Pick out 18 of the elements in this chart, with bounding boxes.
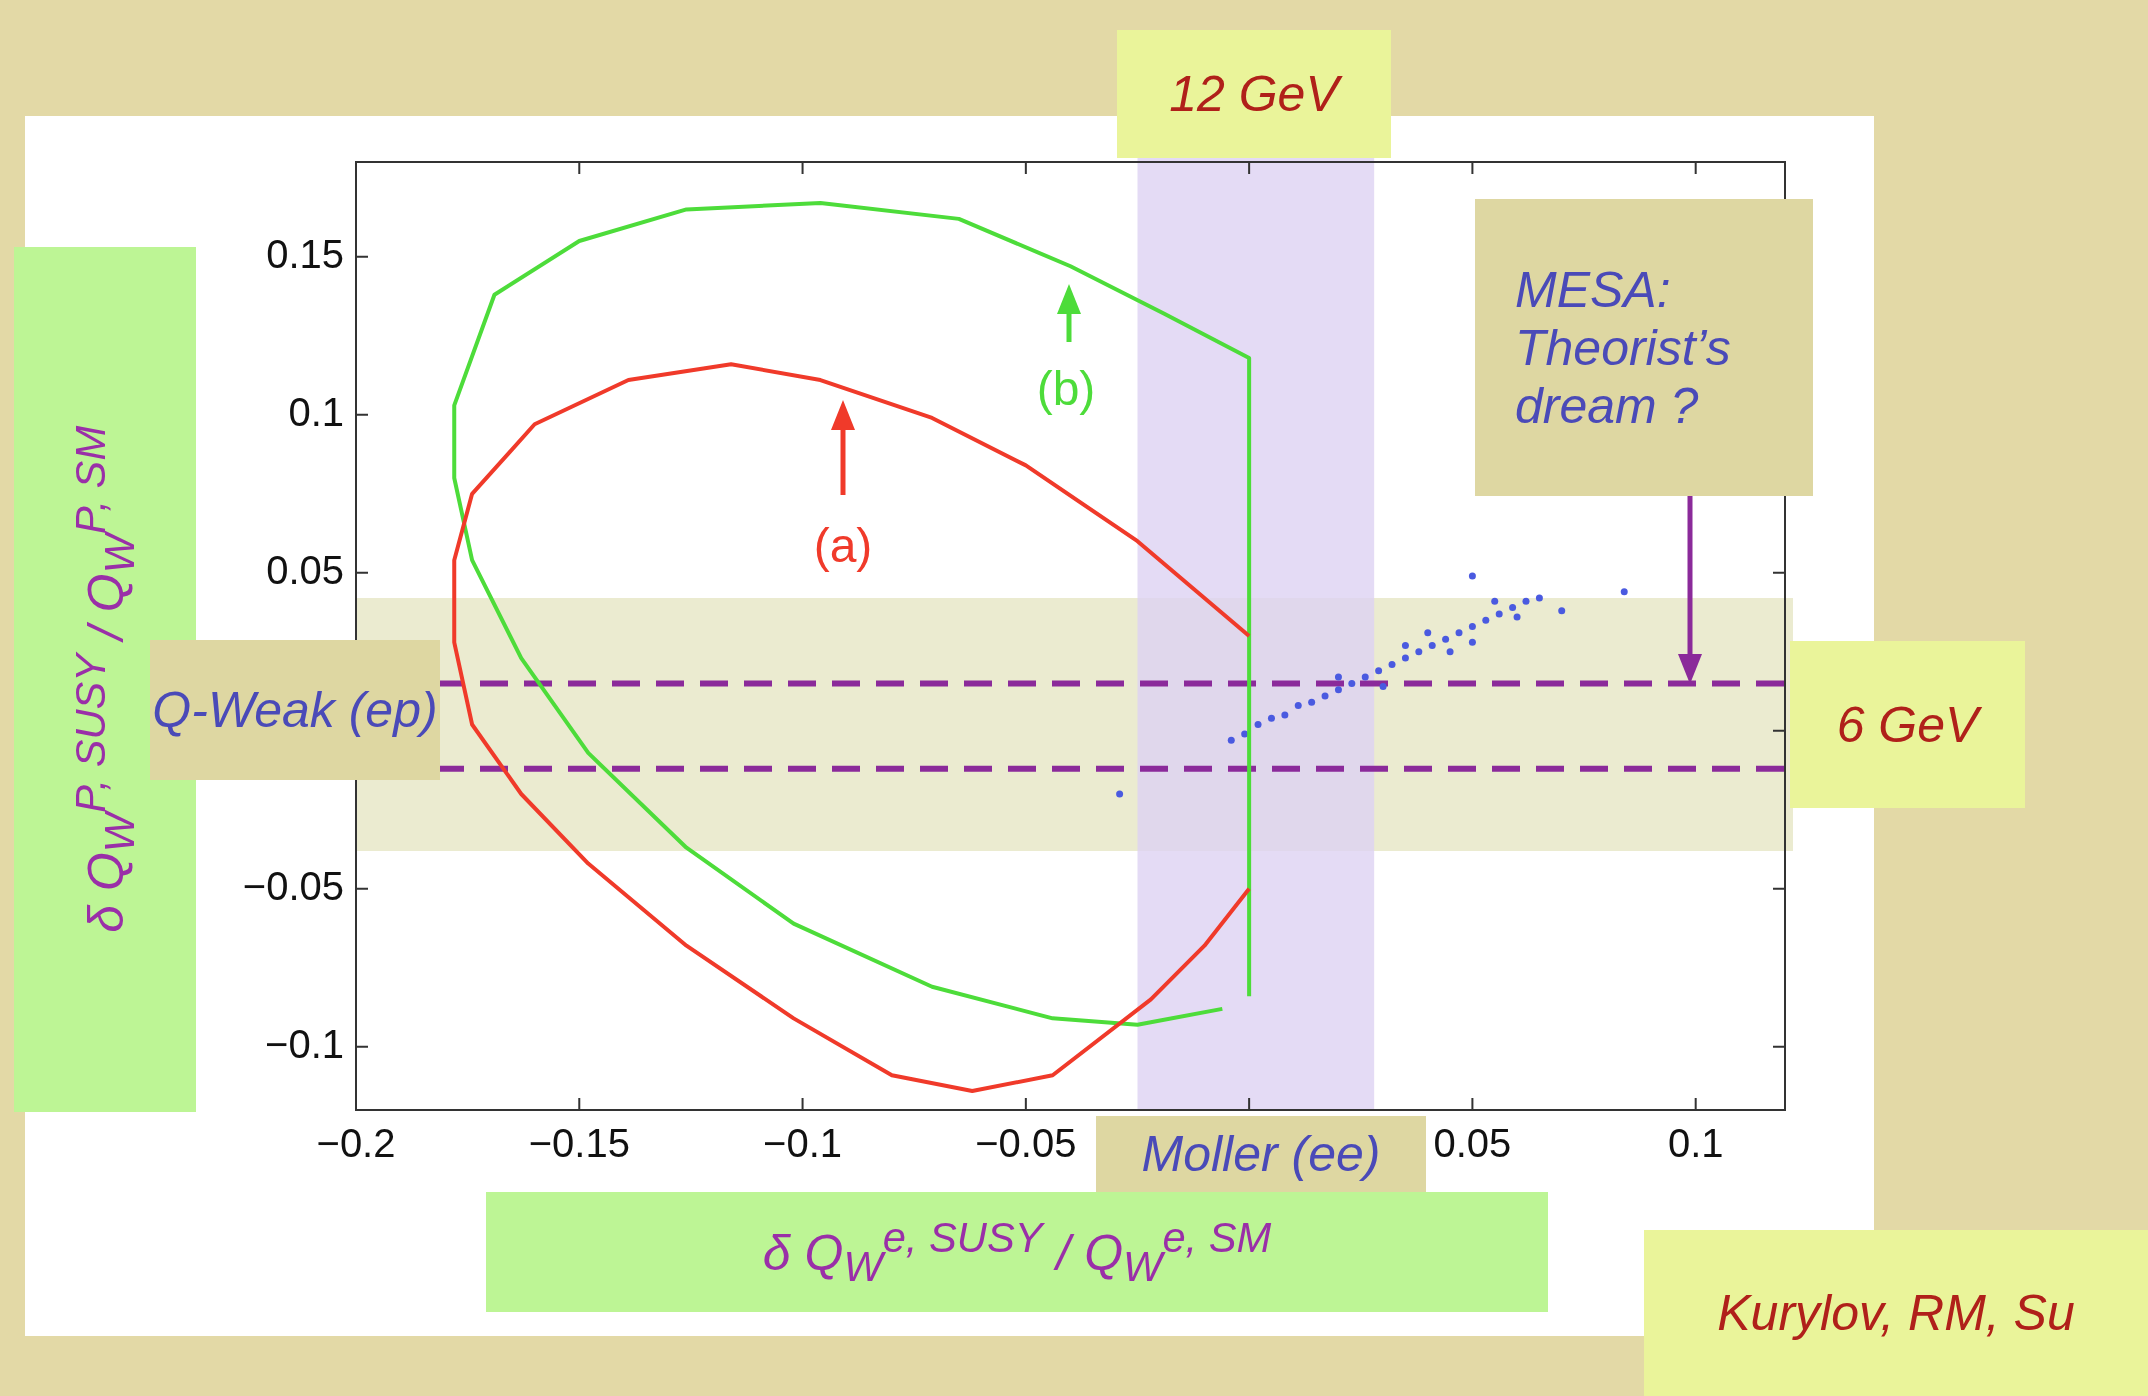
annotation: (b)	[1036, 360, 1096, 416]
annotation: MESA: Theorist’s dream ?	[1515, 260, 1732, 435]
x-tick-label: −0.1	[763, 1121, 843, 1166]
x-tick-label: 0.1	[1667, 1121, 1724, 1166]
band-label: Q-Weak (ep)	[152, 681, 438, 739]
x-tick-label: −0.15	[528, 1121, 630, 1166]
x-tick-label: −0.05	[975, 1121, 1077, 1166]
annotation: (a)	[813, 517, 873, 573]
y-tick-label: 0.15	[266, 231, 344, 276]
y-tick-label: −0.1	[265, 1021, 344, 1066]
y-tick-label: 0.1	[288, 389, 344, 434]
y-tick-label: 0.05	[266, 547, 344, 592]
note-box: MESA: Theorist’s dream ?	[1475, 199, 1813, 496]
x-tick-label: 0.05	[1433, 1121, 1512, 1166]
band-label: Moller (ee)	[1141, 1125, 1381, 1183]
y-tick-label: −0.05	[242, 863, 344, 908]
text: Kurylov, RM, Su	[1717, 1284, 2075, 1342]
x-tick-label: −0.2	[316, 1121, 396, 1166]
